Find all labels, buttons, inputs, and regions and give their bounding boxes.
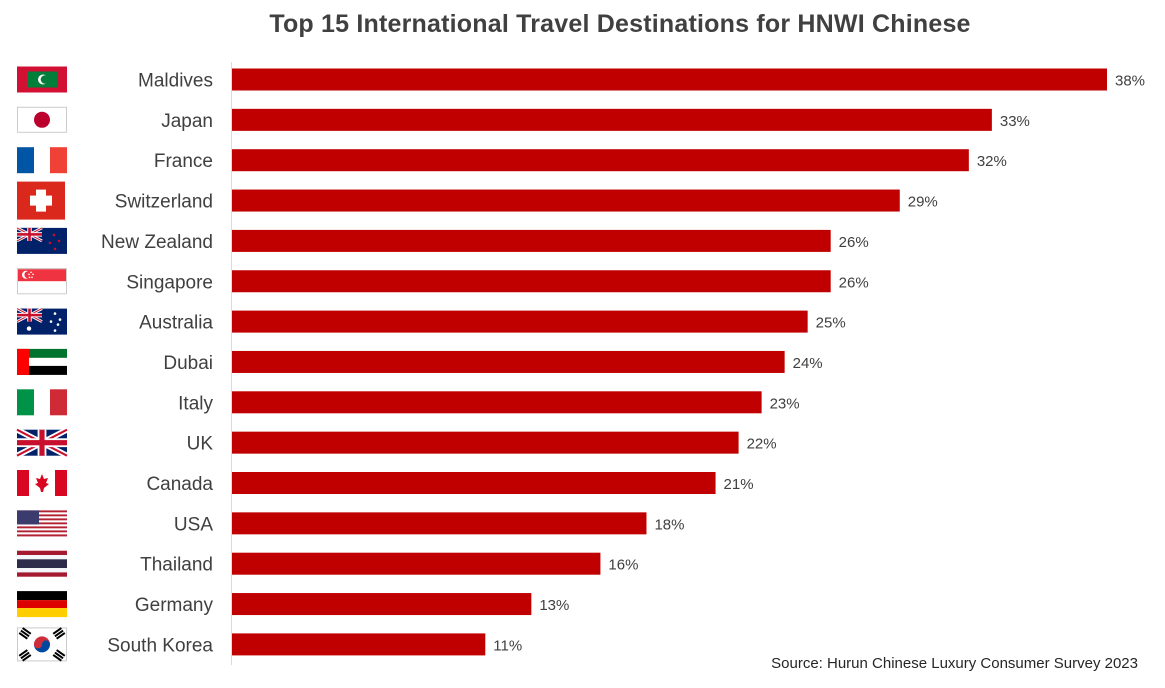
category-label: USA bbox=[174, 514, 213, 535]
flag-column bbox=[15, 66, 69, 662]
value-label: 23% bbox=[770, 395, 800, 412]
value-label: 22% bbox=[747, 436, 777, 453]
category-label: New Zealand bbox=[101, 232, 213, 253]
bars-group: Maldives 38% Japan 33% France 32% Switzerland 2… bbox=[101, 68, 1145, 656]
category-label: Canada bbox=[146, 474, 213, 495]
bar bbox=[232, 593, 532, 616]
uae-flag-icon bbox=[17, 348, 67, 375]
japan-flag-icon bbox=[17, 106, 67, 133]
france-flag-icon bbox=[17, 147, 67, 174]
value-label: 32% bbox=[977, 153, 1007, 170]
bar bbox=[232, 552, 601, 575]
value-label: 21% bbox=[724, 476, 754, 493]
maldives-flag-icon bbox=[17, 66, 67, 93]
value-label: 11% bbox=[493, 637, 522, 654]
singapore-flag-icon bbox=[17, 268, 67, 295]
australia-flag-icon bbox=[16, 307, 67, 335]
bar bbox=[232, 633, 486, 656]
italy-flag-icon bbox=[17, 389, 67, 416]
bar bbox=[232, 108, 992, 131]
value-label: 13% bbox=[539, 597, 569, 614]
bar bbox=[232, 512, 647, 535]
new-zealand-flag-icon bbox=[16, 226, 67, 254]
value-label: 24% bbox=[793, 355, 823, 372]
bar bbox=[232, 149, 969, 172]
category-label: South Korea bbox=[107, 635, 213, 656]
value-label: 38% bbox=[1115, 73, 1145, 90]
bar bbox=[232, 472, 716, 494]
value-label: 18% bbox=[654, 516, 684, 533]
category-label: Singapore bbox=[126, 272, 213, 293]
category-label: Dubai bbox=[163, 353, 213, 374]
germany-flag-icon bbox=[17, 591, 67, 618]
value-label: 16% bbox=[608, 557, 638, 574]
category-label: Maldives bbox=[138, 71, 213, 92]
bar bbox=[232, 229, 831, 252]
value-label: 26% bbox=[839, 274, 869, 291]
category-label: Thailand bbox=[140, 555, 213, 576]
bar bbox=[232, 310, 808, 333]
category-label: Japan bbox=[161, 111, 213, 132]
bar bbox=[232, 68, 1107, 91]
category-label: Australia bbox=[139, 313, 213, 334]
bar bbox=[232, 350, 785, 373]
value-label: 26% bbox=[839, 234, 869, 251]
category-label: Germany bbox=[135, 595, 214, 616]
category-label: France bbox=[154, 151, 213, 172]
bar bbox=[232, 391, 762, 414]
value-label: 29% bbox=[908, 194, 938, 211]
south-korea-flag-icon bbox=[17, 627, 67, 662]
category-label: UK bbox=[187, 434, 214, 455]
category-label: Italy bbox=[178, 393, 213, 414]
canada-flag-icon bbox=[17, 470, 67, 496]
thailand-flag-icon bbox=[17, 550, 67, 577]
value-label: 25% bbox=[816, 315, 846, 332]
switzerland-flag-icon bbox=[17, 181, 65, 220]
category-label: Switzerland bbox=[115, 192, 213, 213]
value-label: 33% bbox=[1000, 113, 1030, 130]
bar bbox=[232, 270, 831, 293]
source-note: Source: Hurun Chinese Luxury Consumer Su… bbox=[771, 655, 1138, 672]
usa-flag-icon bbox=[17, 510, 67, 537]
bar bbox=[232, 189, 900, 212]
chart-title: Top 15 International Travel Destinations… bbox=[269, 10, 971, 38]
bar bbox=[232, 431, 739, 454]
uk-flag-icon bbox=[15, 427, 69, 459]
